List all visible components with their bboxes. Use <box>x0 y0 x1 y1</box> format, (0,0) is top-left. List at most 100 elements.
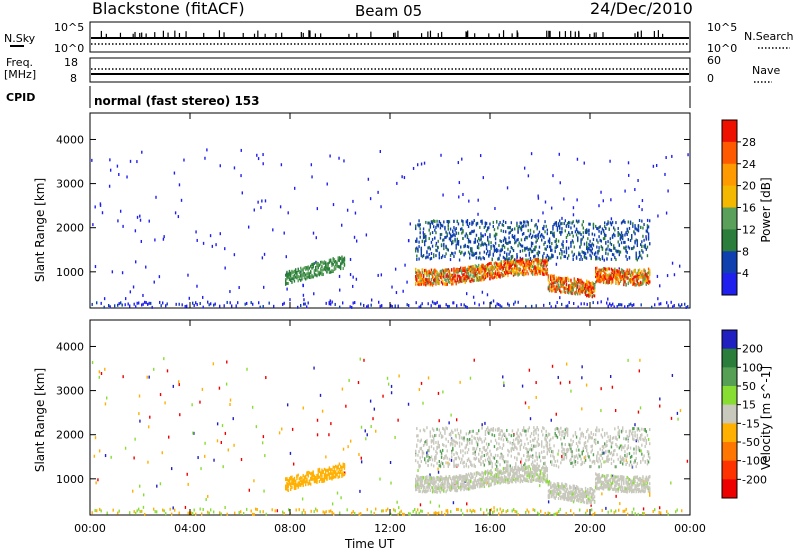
heatmap-cell <box>409 512 411 516</box>
heatmap-cell <box>363 358 365 362</box>
heatmap-cell <box>425 475 427 479</box>
nave-tick-top: 60 <box>707 54 721 67</box>
heatmap-cell <box>338 265 341 269</box>
heatmap-cell <box>527 264 529 268</box>
heatmap-cell <box>631 304 633 308</box>
heatmap-cell <box>453 481 455 485</box>
heatmap-cell <box>471 463 473 467</box>
heatmap-cell <box>597 275 599 279</box>
heatmap-cell <box>372 417 374 421</box>
heatmap-cell <box>641 248 643 252</box>
heatmap-cell <box>474 457 477 461</box>
heatmap-cell <box>519 479 522 483</box>
heatmap-cell <box>506 460 508 464</box>
heatmap-cell <box>481 440 483 444</box>
heatmap-cell <box>553 277 555 281</box>
heatmap-cell <box>218 386 221 390</box>
heatmap-cell <box>484 478 487 482</box>
heatmap-cell <box>213 303 215 307</box>
heatmap-cell <box>492 225 495 229</box>
heatmap-cell <box>485 448 488 452</box>
heatmap-cell <box>307 265 309 269</box>
heatmap-cell <box>534 248 536 252</box>
freq-panel <box>89 57 691 83</box>
heatmap-cell <box>568 225 570 229</box>
heatmap-cell <box>579 287 581 291</box>
heatmap-cell <box>507 271 509 275</box>
y-tick-label: 3000 <box>56 178 84 191</box>
heatmap-cell <box>437 239 439 243</box>
heatmap-cell <box>449 433 452 437</box>
heatmap-cell <box>606 280 608 284</box>
heatmap-cell <box>424 458 426 462</box>
heatmap-cell <box>431 482 434 486</box>
heatmap-cell <box>431 244 434 248</box>
heatmap-cell <box>448 475 451 479</box>
heatmap-cell <box>644 269 646 273</box>
heatmap-cell <box>503 251 506 255</box>
heatmap-cell <box>498 257 500 261</box>
heatmap-cell <box>499 471 501 475</box>
heatmap-cell <box>637 224 640 228</box>
heatmap-cell <box>445 235 447 239</box>
heatmap-cell <box>632 272 634 276</box>
heatmap-cell <box>446 234 448 238</box>
heatmap-cell <box>415 484 417 488</box>
heatmap-cell <box>536 266 538 270</box>
heatmap-cell <box>569 288 571 292</box>
heatmap-cell <box>454 269 456 273</box>
heatmap-cell <box>290 271 292 275</box>
heatmap-cell <box>285 478 287 482</box>
heatmap-cell <box>645 247 648 251</box>
heatmap-cell <box>647 280 650 284</box>
heatmap-cell <box>539 266 542 270</box>
heatmap-cell <box>564 278 567 282</box>
heatmap-cell <box>501 223 504 227</box>
heatmap-cell <box>310 509 312 513</box>
heatmap-cell <box>445 230 447 234</box>
heatmap-cell <box>154 238 156 242</box>
heatmap-cell <box>435 254 437 258</box>
heatmap-cell <box>638 271 641 275</box>
heatmap-cell <box>566 233 569 237</box>
heatmap-cell <box>419 439 421 443</box>
heatmap-cell <box>240 458 243 462</box>
heatmap-cell <box>532 508 534 512</box>
heatmap-cell <box>617 240 619 244</box>
heatmap-cell <box>555 287 558 291</box>
heatmap-cell <box>592 288 595 292</box>
heatmap-cell <box>632 222 634 226</box>
heatmap-cell <box>659 404 661 408</box>
heatmap-cell <box>538 259 541 263</box>
heatmap-cell <box>311 471 313 475</box>
heatmap-cell <box>122 224 124 228</box>
heatmap-cell <box>636 244 639 248</box>
heatmap-cell <box>289 298 291 302</box>
heatmap-cell <box>445 437 447 441</box>
heatmap-cell <box>375 507 377 511</box>
heatmap-cell <box>304 302 306 306</box>
heatmap-cell <box>623 272 625 276</box>
heatmap-cell <box>462 449 464 453</box>
heatmap-cell <box>616 277 618 281</box>
heatmap-cell <box>623 283 625 287</box>
heatmap-cell <box>289 451 292 455</box>
heatmap-cell <box>568 380 571 384</box>
heatmap-cell <box>187 482 189 486</box>
heatmap-cell <box>560 248 562 252</box>
heatmap-cell <box>421 490 424 494</box>
heatmap-cell <box>293 485 296 489</box>
heatmap-cell <box>416 483 418 487</box>
heatmap-cell <box>475 447 478 451</box>
heatmap-cell <box>446 488 448 492</box>
heatmap-cell <box>514 456 516 460</box>
heatmap-cell <box>502 432 505 436</box>
heatmap-cell <box>485 482 488 486</box>
heatmap-cell <box>452 438 454 442</box>
heatmap-cell <box>311 266 313 270</box>
heatmap-cell <box>460 482 462 486</box>
heatmap-cell <box>586 294 588 298</box>
heatmap-cell <box>428 449 430 453</box>
heatmap-cell <box>511 254 514 258</box>
heatmap-cell <box>624 233 626 237</box>
